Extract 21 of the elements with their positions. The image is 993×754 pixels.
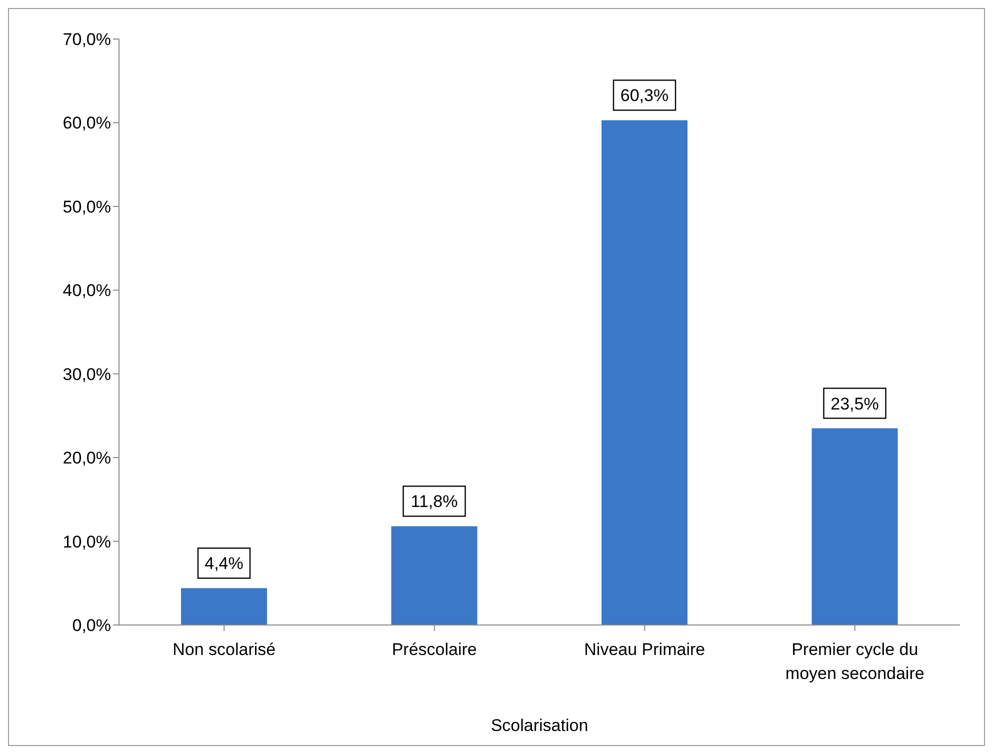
y-tick-label: 20,0% [62,448,111,468]
bar [812,428,898,625]
data-label: 11,8% [410,492,458,512]
y-tick-label: 0,0% [72,616,111,636]
x-tick-label: Non scolarisé [172,640,276,659]
bar [181,588,267,625]
y-tick-label: 50,0% [62,197,111,216]
y-tick-label: 30,0% [62,364,111,384]
bar [602,120,688,625]
data-label: 23,5% [830,394,879,414]
data-label: 4,4% [204,554,244,574]
y-tick-label: 60,0% [62,114,111,133]
bar [391,526,478,625]
y-tick-label: 40,0% [62,281,111,300]
x-tick-label: Premier cycle du moyen secondaire [785,640,924,683]
x-tick-label: Préscolaire [392,640,477,659]
x-tick-label: Niveau Primaire [584,640,706,659]
y-tick-label: 70,0% [62,30,111,50]
y-tick-label: 10,0% [62,532,111,552]
x-axis-title: Scolarisation [490,716,588,735]
data-label: 60,3% [620,86,669,106]
